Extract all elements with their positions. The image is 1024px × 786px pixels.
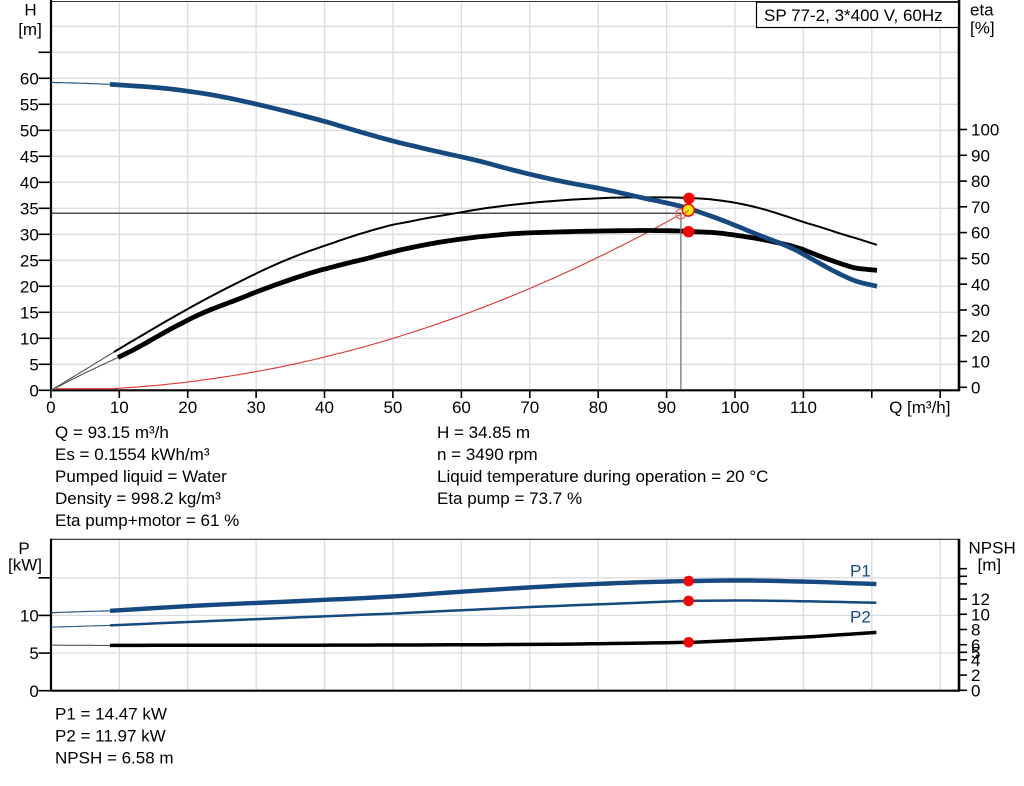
svg-text:30: 30 (20, 225, 39, 244)
svg-text:35: 35 (20, 199, 39, 218)
svg-text:0: 0 (29, 682, 38, 701)
svg-text:60: 60 (20, 69, 39, 88)
svg-text:Pumped liquid = Water: Pumped liquid = Water (55, 467, 227, 486)
svg-text:110: 110 (790, 398, 817, 417)
svg-text:5: 5 (971, 643, 980, 662)
svg-text:20: 20 (971, 327, 990, 346)
svg-text:90: 90 (657, 398, 676, 417)
svg-text:4: 4 (971, 651, 980, 670)
svg-text:Q [m³/h]: Q [m³/h] (889, 398, 950, 417)
svg-text:100: 100 (971, 121, 999, 140)
svg-text:0: 0 (46, 398, 55, 417)
svg-text:6: 6 (971, 636, 980, 655)
svg-text:40: 40 (20, 173, 39, 192)
svg-text:n = 3490 rpm: n = 3490 rpm (437, 445, 538, 464)
svg-text:45: 45 (20, 147, 39, 166)
svg-text:SP 77-2, 3*400 V, 60Hz: SP 77-2, 3*400 V, 60Hz (764, 6, 943, 25)
svg-text:60: 60 (452, 398, 471, 417)
svg-text:P2 = 11.97 kW: P2 = 11.97 kW (55, 726, 166, 745)
svg-text:50: 50 (971, 250, 990, 269)
svg-text:NPSH = 6.58 m: NPSH = 6.58 m (55, 748, 174, 767)
svg-text:eta: eta (970, 0, 994, 19)
svg-text:10: 10 (20, 607, 39, 626)
svg-text:Eta pump = 73.7 %: Eta pump = 73.7 % (437, 489, 582, 508)
svg-text:P1: P1 (850, 562, 871, 581)
svg-text:50: 50 (20, 121, 39, 140)
svg-text:15: 15 (20, 303, 39, 322)
svg-text:10: 10 (110, 398, 129, 417)
svg-text:Q = 93.15 m³/h: Q = 93.15 m³/h (55, 423, 169, 442)
svg-text:30: 30 (971, 301, 990, 320)
svg-text:Density = 998.2 kg/m³: Density = 998.2 kg/m³ (55, 489, 221, 508)
svg-text:[%]: [%] (970, 18, 995, 37)
svg-text:10: 10 (971, 353, 990, 372)
svg-text:10: 10 (971, 605, 990, 624)
svg-text:5: 5 (29, 355, 38, 374)
svg-text:2: 2 (971, 666, 980, 685)
svg-text:70: 70 (971, 198, 990, 217)
svg-text:5: 5 (29, 644, 38, 663)
svg-text:80: 80 (971, 172, 990, 191)
svg-text:12: 12 (971, 590, 990, 609)
svg-text:40: 40 (971, 275, 990, 294)
svg-text:80: 80 (589, 398, 608, 417)
svg-text:P: P (18, 539, 29, 558)
svg-text:H: H (24, 1, 36, 20)
svg-text:50: 50 (383, 398, 402, 417)
svg-text:H = 34.85 m: H = 34.85 m (437, 423, 530, 442)
svg-text:55: 55 (20, 95, 39, 114)
svg-text:[kW]: [kW] (8, 556, 42, 575)
svg-text:Liquid temperature during oper: Liquid temperature during operation = 20… (437, 467, 768, 486)
svg-text:8: 8 (971, 621, 980, 640)
svg-text:30: 30 (247, 398, 266, 417)
svg-text:Es = 0.1554 kWh/m³: Es = 0.1554 kWh/m³ (55, 445, 210, 464)
svg-text:P1 = 14.47 kW: P1 = 14.47 kW (55, 704, 167, 723)
svg-text:Eta pump+motor = 61 %: Eta pump+motor = 61 % (55, 511, 239, 530)
svg-text:70: 70 (520, 398, 539, 417)
svg-text:0: 0 (29, 381, 38, 400)
svg-text:NPSH: NPSH (969, 539, 1016, 558)
svg-text:100: 100 (721, 398, 749, 417)
svg-text:90: 90 (971, 146, 990, 165)
svg-text:P2: P2 (850, 608, 871, 627)
svg-text:[m]: [m] (18, 20, 42, 39)
svg-text:25: 25 (20, 251, 39, 270)
svg-text:[m]: [m] (978, 556, 1002, 575)
svg-text:20: 20 (178, 398, 197, 417)
svg-text:0: 0 (971, 681, 980, 700)
svg-text:0: 0 (971, 378, 980, 397)
svg-text:60: 60 (971, 224, 990, 243)
svg-text:20: 20 (20, 277, 39, 296)
svg-text:10: 10 (20, 329, 39, 348)
svg-text:40: 40 (315, 398, 334, 417)
